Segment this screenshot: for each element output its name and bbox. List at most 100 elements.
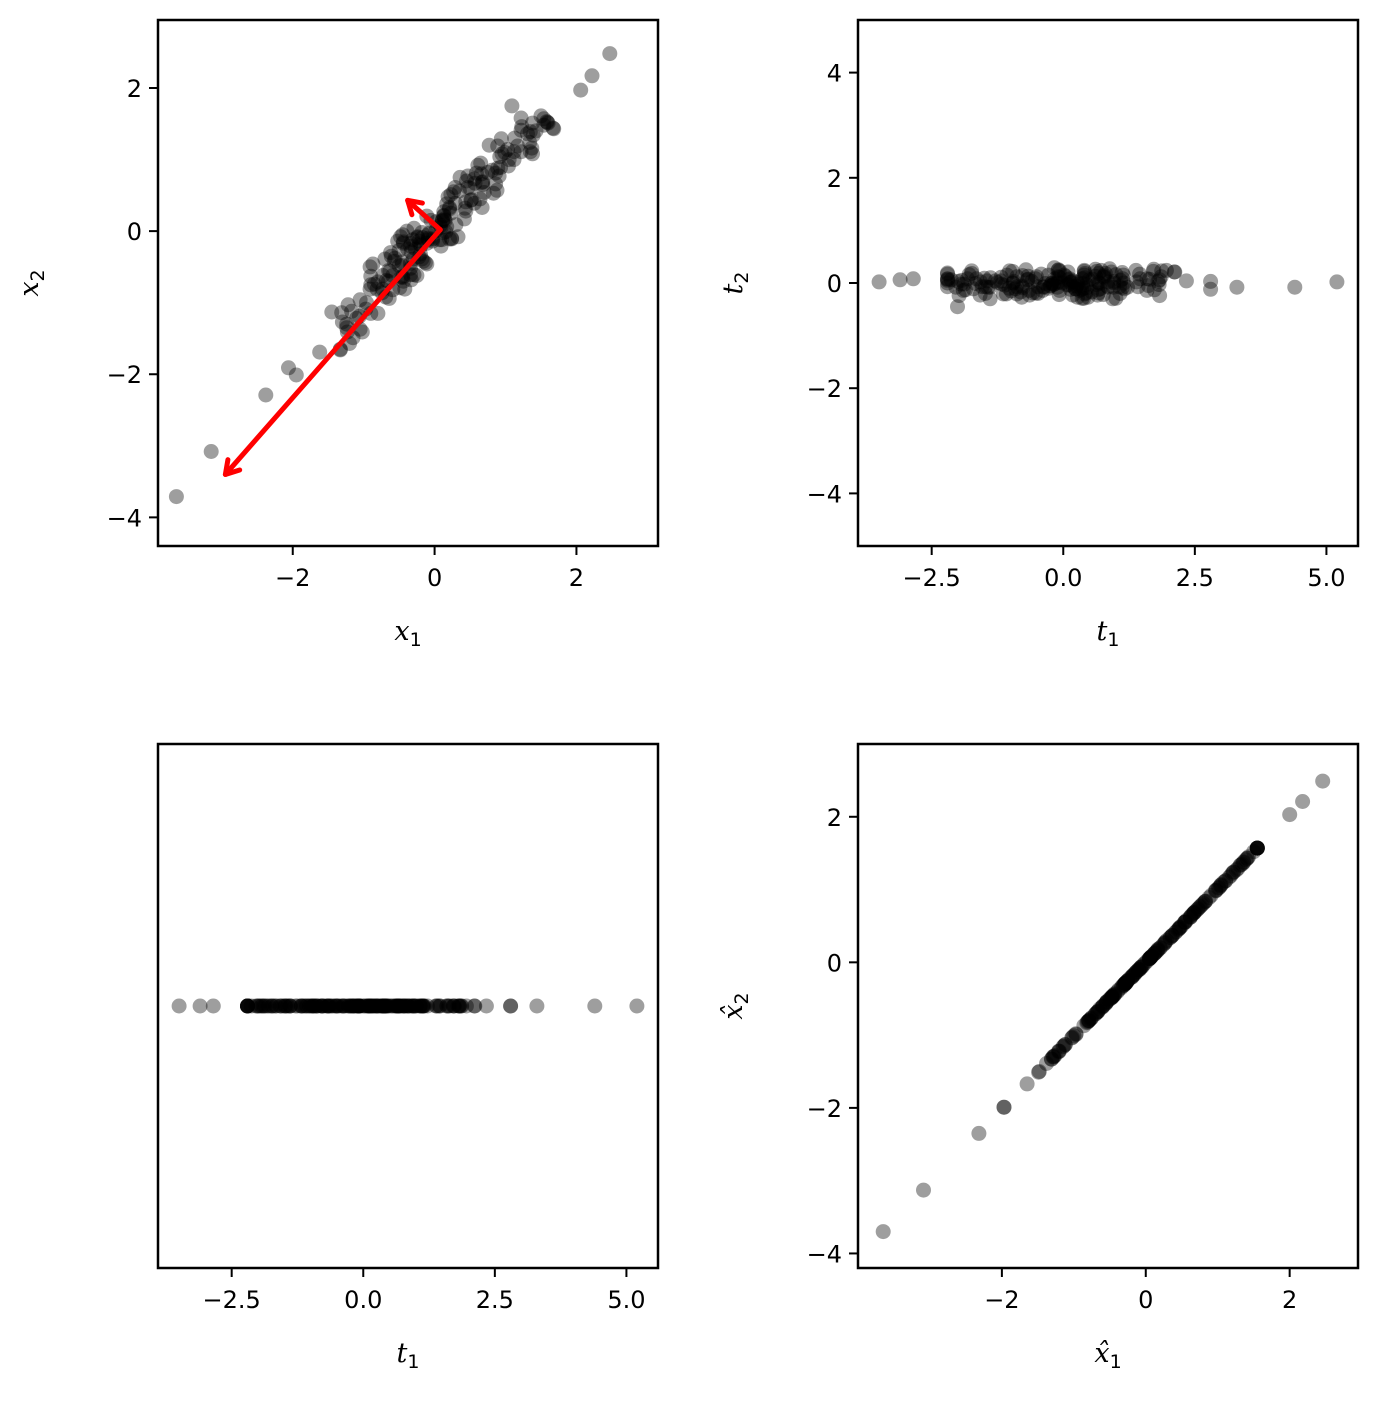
data-point — [1178, 273, 1194, 289]
data-point — [1146, 282, 1162, 298]
data-point — [1076, 1018, 1092, 1034]
data-point — [1050, 279, 1065, 295]
data-point — [295, 998, 311, 1014]
data-point — [315, 998, 331, 1014]
data-point — [488, 165, 504, 181]
x-tick-label: 0.0 — [344, 1286, 382, 1314]
data-point — [1051, 1044, 1067, 1060]
data-point — [1119, 973, 1135, 989]
data-point — [1171, 921, 1187, 937]
data-point — [1098, 995, 1114, 1011]
data-point — [1064, 1029, 1080, 1045]
data-point — [1137, 955, 1153, 971]
data-point — [392, 998, 408, 1014]
data-point — [1236, 855, 1252, 871]
data-point — [1136, 957, 1152, 972]
data-point — [1045, 1049, 1061, 1065]
data-point — [490, 160, 506, 176]
data-point — [356, 998, 372, 1014]
data-point — [1190, 901, 1206, 917]
data-point — [1030, 286, 1046, 301]
data-point — [267, 998, 283, 1014]
data-point — [950, 299, 965, 315]
data-point — [240, 998, 255, 1014]
data-point — [1042, 278, 1058, 294]
data-point — [1114, 265, 1130, 280]
data-point — [410, 230, 426, 246]
y-tick-label: 0 — [827, 270, 842, 298]
data-point — [1168, 924, 1184, 940]
data-point — [998, 286, 1014, 302]
data-point — [352, 998, 368, 1014]
data-point — [406, 998, 422, 1014]
data-point — [264, 998, 280, 1014]
data-point — [472, 191, 488, 207]
data-point — [1087, 1006, 1103, 1022]
data-point — [1087, 1006, 1103, 1022]
data-point — [1074, 290, 1090, 306]
data-point — [539, 114, 555, 130]
data-point — [437, 212, 453, 228]
data-point — [1141, 951, 1157, 967]
x-tick-label: −2 — [984, 1286, 1019, 1314]
data-point — [1089, 1005, 1105, 1020]
data-point — [274, 998, 290, 1014]
data-point — [1170, 922, 1186, 938]
data-point — [979, 273, 995, 289]
data-point — [1187, 904, 1203, 920]
panel-reconstructed-data: −2 0 2 −4 −2 0 2 x̂1 x̂2 — [718, 742, 1360, 1373]
data-point — [1065, 273, 1081, 289]
data-point — [385, 998, 401, 1014]
data-point — [520, 126, 535, 142]
data-point — [408, 998, 424, 1014]
data-point — [305, 998, 321, 1014]
data-point — [443, 187, 459, 203]
data-point — [261, 998, 277, 1014]
data-point — [439, 998, 455, 1014]
data-point — [451, 998, 467, 1014]
data-point — [406, 267, 422, 283]
data-point — [1091, 285, 1106, 301]
data-point — [1143, 949, 1159, 965]
points-group — [871, 260, 1345, 315]
data-point — [1108, 267, 1124, 283]
data-point — [391, 242, 407, 258]
data-point — [1126, 966, 1142, 982]
data-point — [1143, 949, 1159, 965]
data-point — [1208, 882, 1224, 898]
data-point — [1018, 262, 1034, 278]
data-point — [1103, 264, 1119, 280]
data-point — [1142, 271, 1158, 287]
data-point — [1182, 909, 1198, 925]
data-point — [1090, 282, 1106, 298]
data-point — [341, 998, 356, 1014]
data-point — [1028, 269, 1044, 285]
data-point — [1134, 959, 1150, 975]
data-point — [968, 271, 984, 287]
data-point — [240, 998, 255, 1014]
data-point — [260, 998, 275, 1014]
data-point — [434, 212, 450, 228]
x-tick-label: −2.5 — [903, 564, 961, 592]
data-point — [376, 998, 392, 1014]
data-point — [506, 144, 522, 160]
data-point — [1141, 278, 1156, 294]
data-point — [940, 271, 955, 287]
data-point — [324, 304, 340, 320]
plot-frame — [156, 742, 660, 1270]
data-point — [393, 998, 409, 1014]
data-point — [1051, 287, 1067, 303]
data-point — [1092, 276, 1108, 291]
data-point — [414, 998, 430, 1014]
data-point — [1118, 975, 1134, 991]
data-point — [1100, 279, 1116, 295]
data-point — [294, 998, 310, 1014]
data-point — [1108, 290, 1124, 306]
data-point — [994, 276, 1010, 292]
data-point — [376, 998, 392, 1014]
data-point — [478, 998, 494, 1014]
data-point — [1177, 914, 1193, 930]
data-point — [403, 272, 419, 288]
data-point — [1002, 263, 1018, 279]
data-point — [351, 998, 367, 1014]
